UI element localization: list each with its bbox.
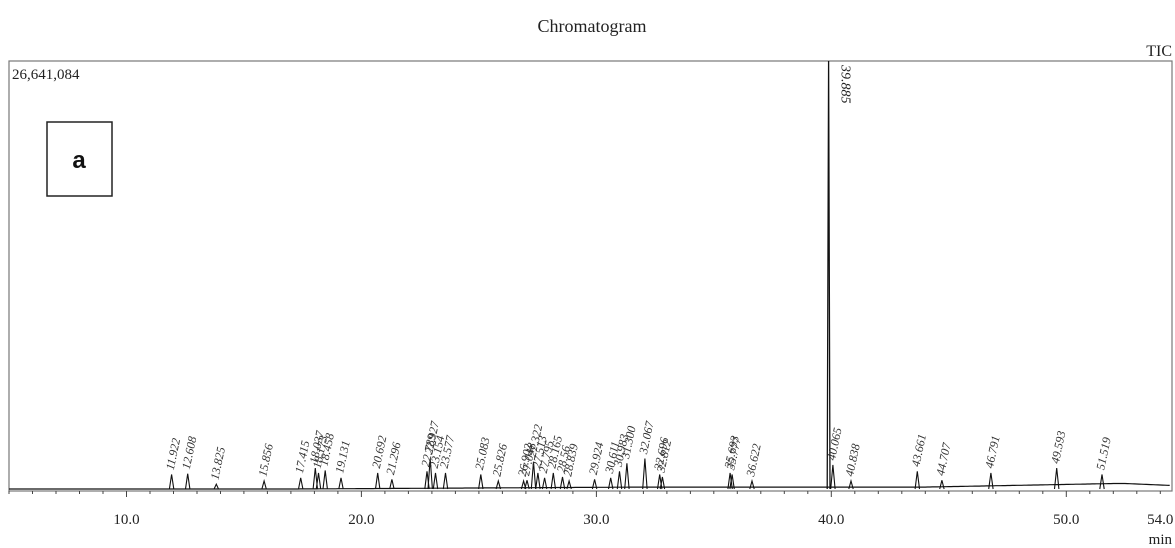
peak-51.519 xyxy=(1099,474,1105,490)
peak-label-22.789: 22.789 xyxy=(418,433,439,468)
peak-label-49.593: 49.593 xyxy=(1048,430,1069,465)
peak-label-20.692: 20.692 xyxy=(369,434,390,469)
peak-label-25.083: 25.083 xyxy=(472,436,493,471)
peak-43.661 xyxy=(914,471,921,490)
peak-22.927 xyxy=(427,458,433,490)
peak-28.56 xyxy=(559,476,566,490)
peak-17.415 xyxy=(297,477,304,490)
peak-44.707 xyxy=(939,480,945,490)
peak-19.131 xyxy=(338,477,344,490)
panel-label-box xyxy=(46,121,113,197)
peak-label-30.983: 30.983 xyxy=(611,433,632,469)
x-tick-label-54.0: 54.0 xyxy=(1147,512,1173,528)
peak-28.839 xyxy=(566,478,572,490)
peak-label-11.922: 11.922 xyxy=(163,437,183,471)
peak-46.791 xyxy=(988,472,994,490)
plot-frame xyxy=(8,60,1173,492)
x-tick-label-20.0: 20.0 xyxy=(348,512,374,528)
peak-label-29.924: 29.924 xyxy=(586,441,607,476)
peak-27.048 xyxy=(524,480,530,490)
peak-label-25.826: 25.826 xyxy=(490,442,511,477)
chart-title: Chromatogram xyxy=(538,16,647,36)
peak-30.611 xyxy=(607,477,614,490)
x-tick-label-50.0: 50.0 xyxy=(1053,512,1079,528)
baseline-trace xyxy=(9,482,1170,490)
peak-label-27.513: 27.513 xyxy=(529,434,550,469)
peak-27.795 xyxy=(541,477,548,490)
peak-label-44.707: 44.707 xyxy=(933,441,954,477)
peak-label-40.065: 40.065 xyxy=(824,426,845,461)
peak-27.322 xyxy=(530,461,537,490)
peak-label-27.048: 27.048 xyxy=(518,442,539,477)
peak-label-32.812: 32.812 xyxy=(653,438,674,474)
x-axis-label: min xyxy=(1149,532,1173,548)
peak-label-28.839: 28.839 xyxy=(560,442,581,477)
peak-11.922 xyxy=(168,474,175,490)
peak-39.885 xyxy=(826,60,831,490)
peak-label-18.037: 18.037 xyxy=(307,429,328,465)
peak-32.812 xyxy=(659,476,666,490)
peak-label-21.296: 21.296 xyxy=(383,441,404,476)
peak-label-18.458: 18.458 xyxy=(316,432,337,467)
trace-label: TIC xyxy=(1146,43,1172,60)
peak-label-28.56: 28.56 xyxy=(554,444,573,473)
peak-label-43.661: 43.661 xyxy=(909,433,930,468)
peak-40.065 xyxy=(830,464,836,490)
peak-31.300 xyxy=(624,463,630,490)
panel-label: a xyxy=(72,147,86,174)
peak-label-19.131: 19.131 xyxy=(332,439,353,474)
x-axis: 10.0 20.0 30.0 40.0 50.0 54.0 xyxy=(8,491,1173,528)
peak-18.173 xyxy=(315,472,322,490)
peak-label-27.795: 27.795 xyxy=(536,439,557,474)
peak-36.622 xyxy=(749,478,755,490)
peak-label-40.838: 40.838 xyxy=(842,442,863,477)
peak-25.826 xyxy=(495,478,502,490)
peak-label-31.300: 31.300 xyxy=(618,425,639,461)
x-tick-label-40.0: 40.0 xyxy=(818,512,844,528)
peak-27.513 xyxy=(535,472,541,490)
peak-label-36.622: 36.622 xyxy=(743,442,764,478)
peak-35.777 xyxy=(729,474,735,490)
peak-29.924 xyxy=(591,479,598,490)
peak-label-46.791: 46.791 xyxy=(982,434,1003,469)
peak-21.296 xyxy=(389,479,395,490)
peak-label-26.902: 26.902 xyxy=(515,442,536,477)
baseline-group xyxy=(9,482,1170,490)
x-tick-label-10.0: 10.0 xyxy=(113,512,139,528)
peak-28.165 xyxy=(550,472,557,490)
peak-label-23.577: 23.577 xyxy=(437,433,458,469)
peak-15.856 xyxy=(261,478,267,490)
peak-label-32.696: 32.696 xyxy=(651,436,672,472)
peak-label-39.885: 39.885 xyxy=(838,64,853,104)
peak-label-23.154: 23.154 xyxy=(427,434,448,469)
peak-label-30.611: 30.611 xyxy=(602,440,623,475)
peak-label-12.608: 12.608 xyxy=(179,435,200,470)
peak-label-28.165: 28.165 xyxy=(545,434,566,469)
peak-label-51.519: 51.519 xyxy=(1093,436,1114,471)
peak-13.825 xyxy=(213,482,219,490)
peak-12.608 xyxy=(184,473,191,490)
peak-18.458 xyxy=(322,470,328,490)
peak-label-17.415: 17.415 xyxy=(292,439,313,474)
peak-label-15.856: 15.856 xyxy=(255,442,276,477)
max-intensity-label: 26,641,084 xyxy=(12,67,80,83)
peak-49.593 xyxy=(1053,468,1060,490)
peak-label-13.825: 13.825 xyxy=(208,446,229,481)
peak-label-18.173: 18.173 xyxy=(310,434,331,469)
peaks-group xyxy=(168,60,1105,490)
peak-label-27.322: 27.322 xyxy=(525,423,546,458)
peak-label-35.693: 35.693 xyxy=(721,434,742,470)
peak-30.983 xyxy=(616,471,623,490)
peak-25.083 xyxy=(478,474,484,490)
peak-23.154 xyxy=(432,472,439,490)
peak-23.577 xyxy=(442,472,449,490)
peak-label-22.927: 22.927 xyxy=(421,419,442,455)
x-tick-label-30.0: 30.0 xyxy=(583,512,609,528)
peak-40.838 xyxy=(848,478,854,490)
peak-32.067 xyxy=(642,458,648,490)
peak-35.693 xyxy=(727,472,733,490)
peak-20.692 xyxy=(374,472,381,490)
